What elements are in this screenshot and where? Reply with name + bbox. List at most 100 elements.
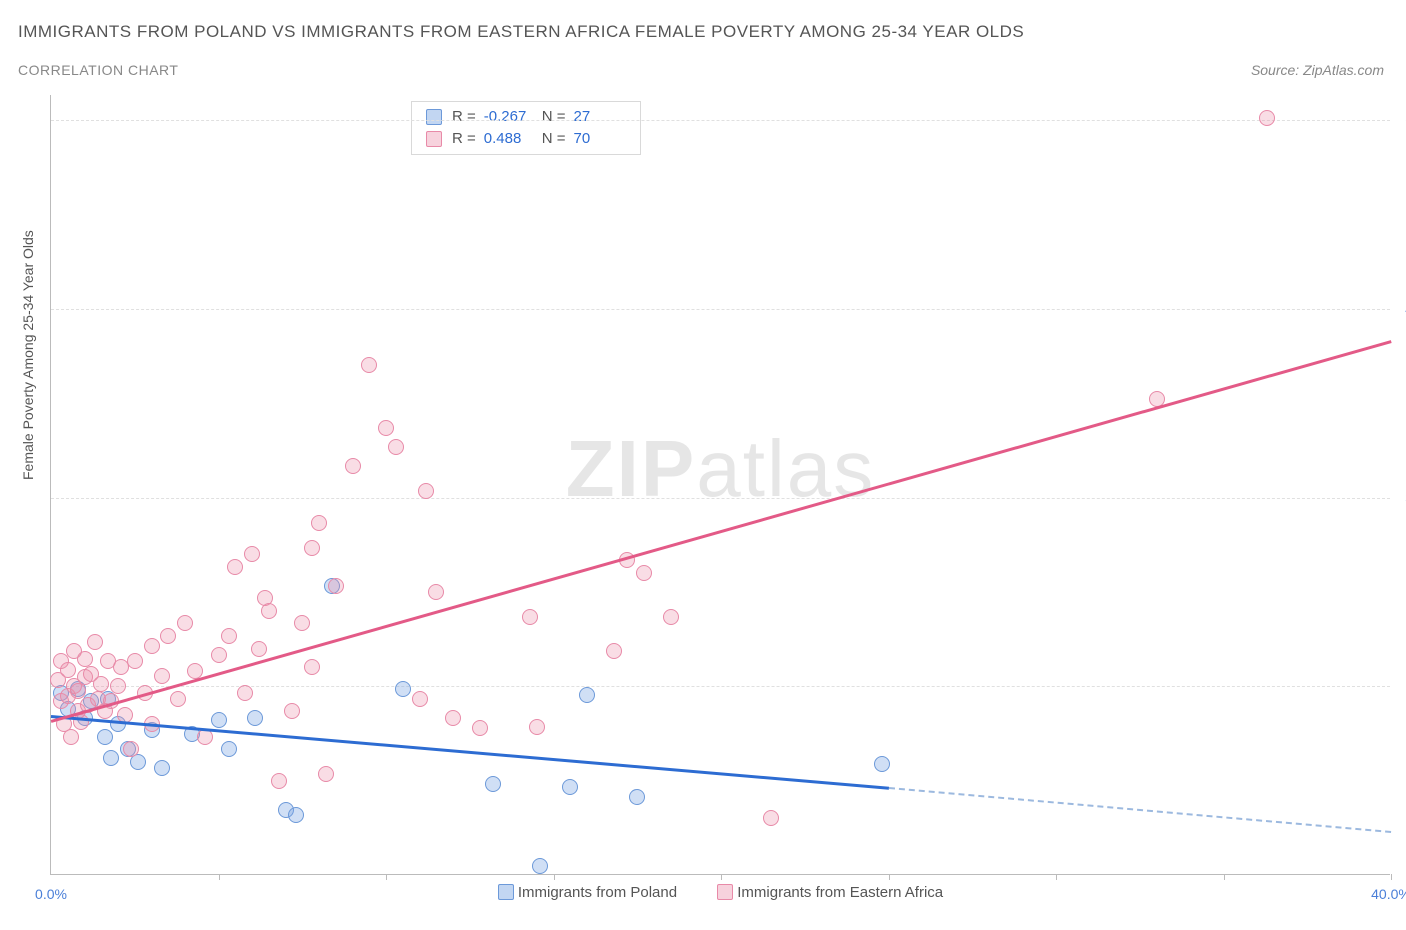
legend-row-eastern-africa: R = 0.488 N = 70 [426, 128, 626, 150]
watermark-zip: ZIP [566, 424, 696, 513]
scatter-point [211, 647, 227, 663]
scatter-point [271, 773, 287, 789]
scatter-point [160, 628, 176, 644]
x-tick-label: 0.0% [35, 886, 67, 902]
grid-line [51, 498, 1390, 499]
legend-series: Immigrants from Poland Immigrants from E… [51, 884, 1390, 905]
scatter-point [485, 776, 501, 792]
x-tick [554, 874, 555, 880]
legend-correlation-box: R = -0.267 N = 27 R = 0.488 N = 70 [411, 101, 641, 155]
scatter-point [73, 714, 89, 730]
scatter-point [763, 810, 779, 826]
scatter-point [445, 710, 461, 726]
scatter-point [472, 720, 488, 736]
scatter-point [110, 678, 126, 694]
legend-r-label: R = [452, 106, 476, 128]
scatter-point [60, 662, 76, 678]
x-tick [1391, 874, 1392, 880]
x-tick-label: 40.0% [1371, 886, 1406, 902]
y-tick-label: 15.0% [1395, 678, 1406, 694]
scatter-point [579, 687, 595, 703]
scatter-point [345, 458, 361, 474]
y-tick-label: 60.0% [1395, 112, 1406, 128]
scatter-point [294, 615, 310, 631]
scatter-point [87, 634, 103, 650]
scatter-point [361, 357, 377, 373]
source-label: Source: [1251, 62, 1299, 78]
legend-r-value-pink: 0.488 [484, 128, 536, 150]
scatter-point [418, 483, 434, 499]
scatter-point [103, 750, 119, 766]
scatter-point [247, 710, 263, 726]
scatter-point [251, 641, 267, 657]
scatter-point [221, 741, 237, 757]
x-tick [1056, 874, 1057, 880]
scatter-point [211, 712, 227, 728]
chart-subtitle: CORRELATION CHART [18, 62, 178, 78]
source-value: ZipAtlas.com [1303, 62, 1384, 78]
legend-n-value-pink: 70 [574, 128, 626, 150]
scatter-point [63, 729, 79, 745]
grid-line [51, 120, 1390, 121]
scatter-point [144, 638, 160, 654]
scatter-point [428, 584, 444, 600]
scatter-point [395, 681, 411, 697]
legend-item-eastern-africa: Immigrants from Eastern Africa [717, 884, 943, 901]
y-axis-title: Female Poverty Among 25-34 Year Olds [20, 230, 36, 480]
legend-row-poland: R = -0.267 N = 27 [426, 106, 626, 128]
scatter-point [522, 609, 538, 625]
x-tick [1224, 874, 1225, 880]
grid-line [51, 309, 1390, 310]
scatter-point [284, 703, 300, 719]
scatter-point [97, 729, 113, 745]
scatter-point [304, 540, 320, 556]
y-tick-label: 30.0% [1395, 490, 1406, 506]
x-tick [721, 874, 722, 880]
legend-item-poland: Immigrants from Poland [498, 884, 677, 901]
legend-n-label: N = [542, 128, 566, 150]
scatter-point [227, 559, 243, 575]
scatter-point [562, 779, 578, 795]
scatter-point [154, 668, 170, 684]
scatter-point [70, 683, 86, 699]
swatch-pink-icon [426, 131, 442, 147]
scatter-point [237, 685, 253, 701]
scatter-point [221, 628, 237, 644]
scatter-point [154, 760, 170, 776]
scatter-point [93, 676, 109, 692]
watermark-atlas: atlas [696, 424, 875, 513]
source-attribution: Source: ZipAtlas.com [1251, 62, 1384, 78]
swatch-pink-icon [717, 884, 733, 900]
trend-line [888, 787, 1391, 833]
scatter-point [244, 546, 260, 562]
trend-line [51, 340, 1392, 722]
scatter-point [304, 659, 320, 675]
scatter-point [606, 643, 622, 659]
scatter-point [127, 653, 143, 669]
scatter-point [532, 858, 548, 874]
scatter-point [328, 578, 344, 594]
scatter-point [177, 615, 193, 631]
legend-label-eastern-africa: Immigrants from Eastern Africa [737, 884, 943, 901]
y-tick-label: 45.0% [1395, 301, 1406, 317]
legend-r-label: R = [452, 128, 476, 150]
plot-area: ZIPatlas R = -0.267 N = 27 R = 0.488 N =… [50, 95, 1390, 875]
x-tick [889, 874, 890, 880]
scatter-point [629, 789, 645, 805]
legend-n-value-blue: 27 [574, 106, 626, 128]
scatter-point [288, 807, 304, 823]
scatter-point [378, 420, 394, 436]
scatter-point [77, 651, 93, 667]
legend-label-poland: Immigrants from Poland [518, 884, 677, 901]
swatch-blue-icon [498, 884, 514, 900]
scatter-point [412, 691, 428, 707]
x-tick [219, 874, 220, 880]
trend-line [51, 715, 889, 789]
legend-r-value-blue: -0.267 [484, 106, 536, 128]
scatter-point [1259, 110, 1275, 126]
scatter-point [388, 439, 404, 455]
scatter-point [123, 741, 139, 757]
scatter-point [261, 603, 277, 619]
scatter-point [663, 609, 679, 625]
legend-n-label: N = [542, 106, 566, 128]
